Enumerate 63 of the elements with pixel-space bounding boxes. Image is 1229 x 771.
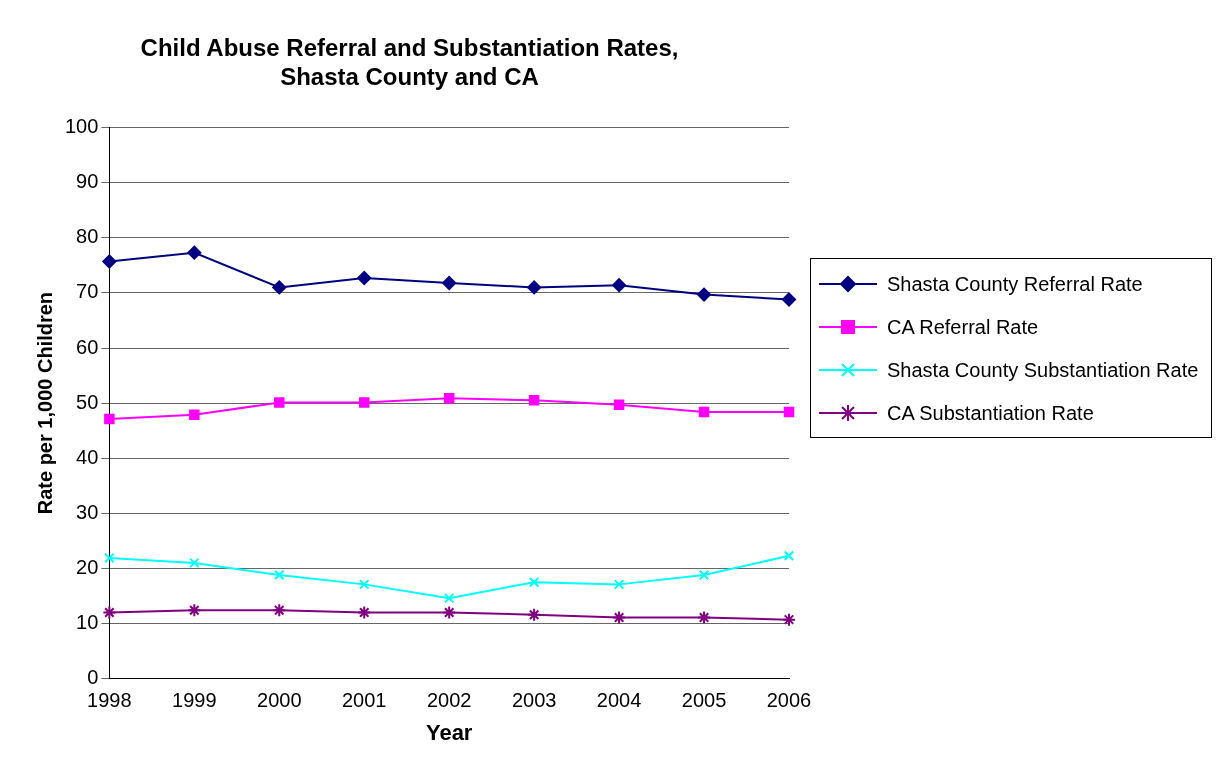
y-tick-label: 0 <box>87 666 99 689</box>
point <box>527 280 542 295</box>
point <box>528 395 540 406</box>
legend-label: Shasta County Referral Rate <box>887 273 1143 296</box>
point <box>102 605 117 620</box>
x-tick-label: 2003 <box>511 689 557 712</box>
point <box>189 409 200 420</box>
y-tick-label: 30 <box>76 500 99 523</box>
y-tick-label: 10 <box>76 611 99 634</box>
y-tick-label: 20 <box>76 555 99 578</box>
y-tick-label: 90 <box>76 170 99 193</box>
point <box>358 397 370 408</box>
point <box>274 397 285 408</box>
point <box>613 399 625 410</box>
point <box>104 552 115 564</box>
point <box>357 271 372 286</box>
point <box>613 579 625 590</box>
y-tick-label: 80 <box>76 225 99 248</box>
y-tick-label: 70 <box>76 280 99 303</box>
x-tick-label: 2002 <box>426 689 472 712</box>
point <box>697 610 712 625</box>
point <box>104 413 115 425</box>
point <box>612 610 627 625</box>
point <box>783 550 795 561</box>
point <box>358 579 370 590</box>
legend-label: CA Substantiation Rate <box>887 402 1094 425</box>
y-tick-label: 100 <box>64 115 99 138</box>
point <box>443 592 455 604</box>
point <box>783 406 795 418</box>
point <box>782 292 796 307</box>
point <box>272 603 287 618</box>
point <box>697 287 712 302</box>
legend-label: Shasta County Substantiation Rate <box>887 359 1199 382</box>
x-tick-label: 2004 <box>596 689 642 712</box>
point <box>274 569 285 581</box>
point <box>442 275 457 290</box>
point <box>527 607 542 622</box>
point <box>357 605 372 620</box>
point <box>272 280 287 295</box>
point <box>698 406 710 418</box>
x-axis-title: Year <box>425 719 473 745</box>
x-tick-label: 2001 <box>341 689 387 712</box>
point <box>698 569 710 581</box>
x-tick-label: 2005 <box>681 689 727 712</box>
x-tick-label: 2000 <box>257 689 302 712</box>
x-tick-label: 2006 <box>766 689 812 712</box>
x-tick-label: 1998 <box>87 689 132 712</box>
point <box>102 254 117 269</box>
point <box>189 557 200 569</box>
y-axis-title: Rate per 1,000 Children <box>33 291 56 515</box>
point <box>187 603 202 618</box>
x-tick-label: 1999 <box>172 689 217 712</box>
y-tick-label: 40 <box>76 445 99 468</box>
chart-title: Child Abuse Referral and Substantiation Rates, Shasta County and CA <box>140 34 679 90</box>
y-tick-label: 50 <box>76 390 99 413</box>
point <box>528 576 540 588</box>
point <box>443 392 455 404</box>
point <box>612 278 627 293</box>
point <box>442 605 457 620</box>
legend-label: CA Referral Rate <box>887 316 1039 339</box>
point <box>782 612 796 627</box>
y-tick-label: 60 <box>76 335 99 358</box>
point <box>187 245 202 260</box>
